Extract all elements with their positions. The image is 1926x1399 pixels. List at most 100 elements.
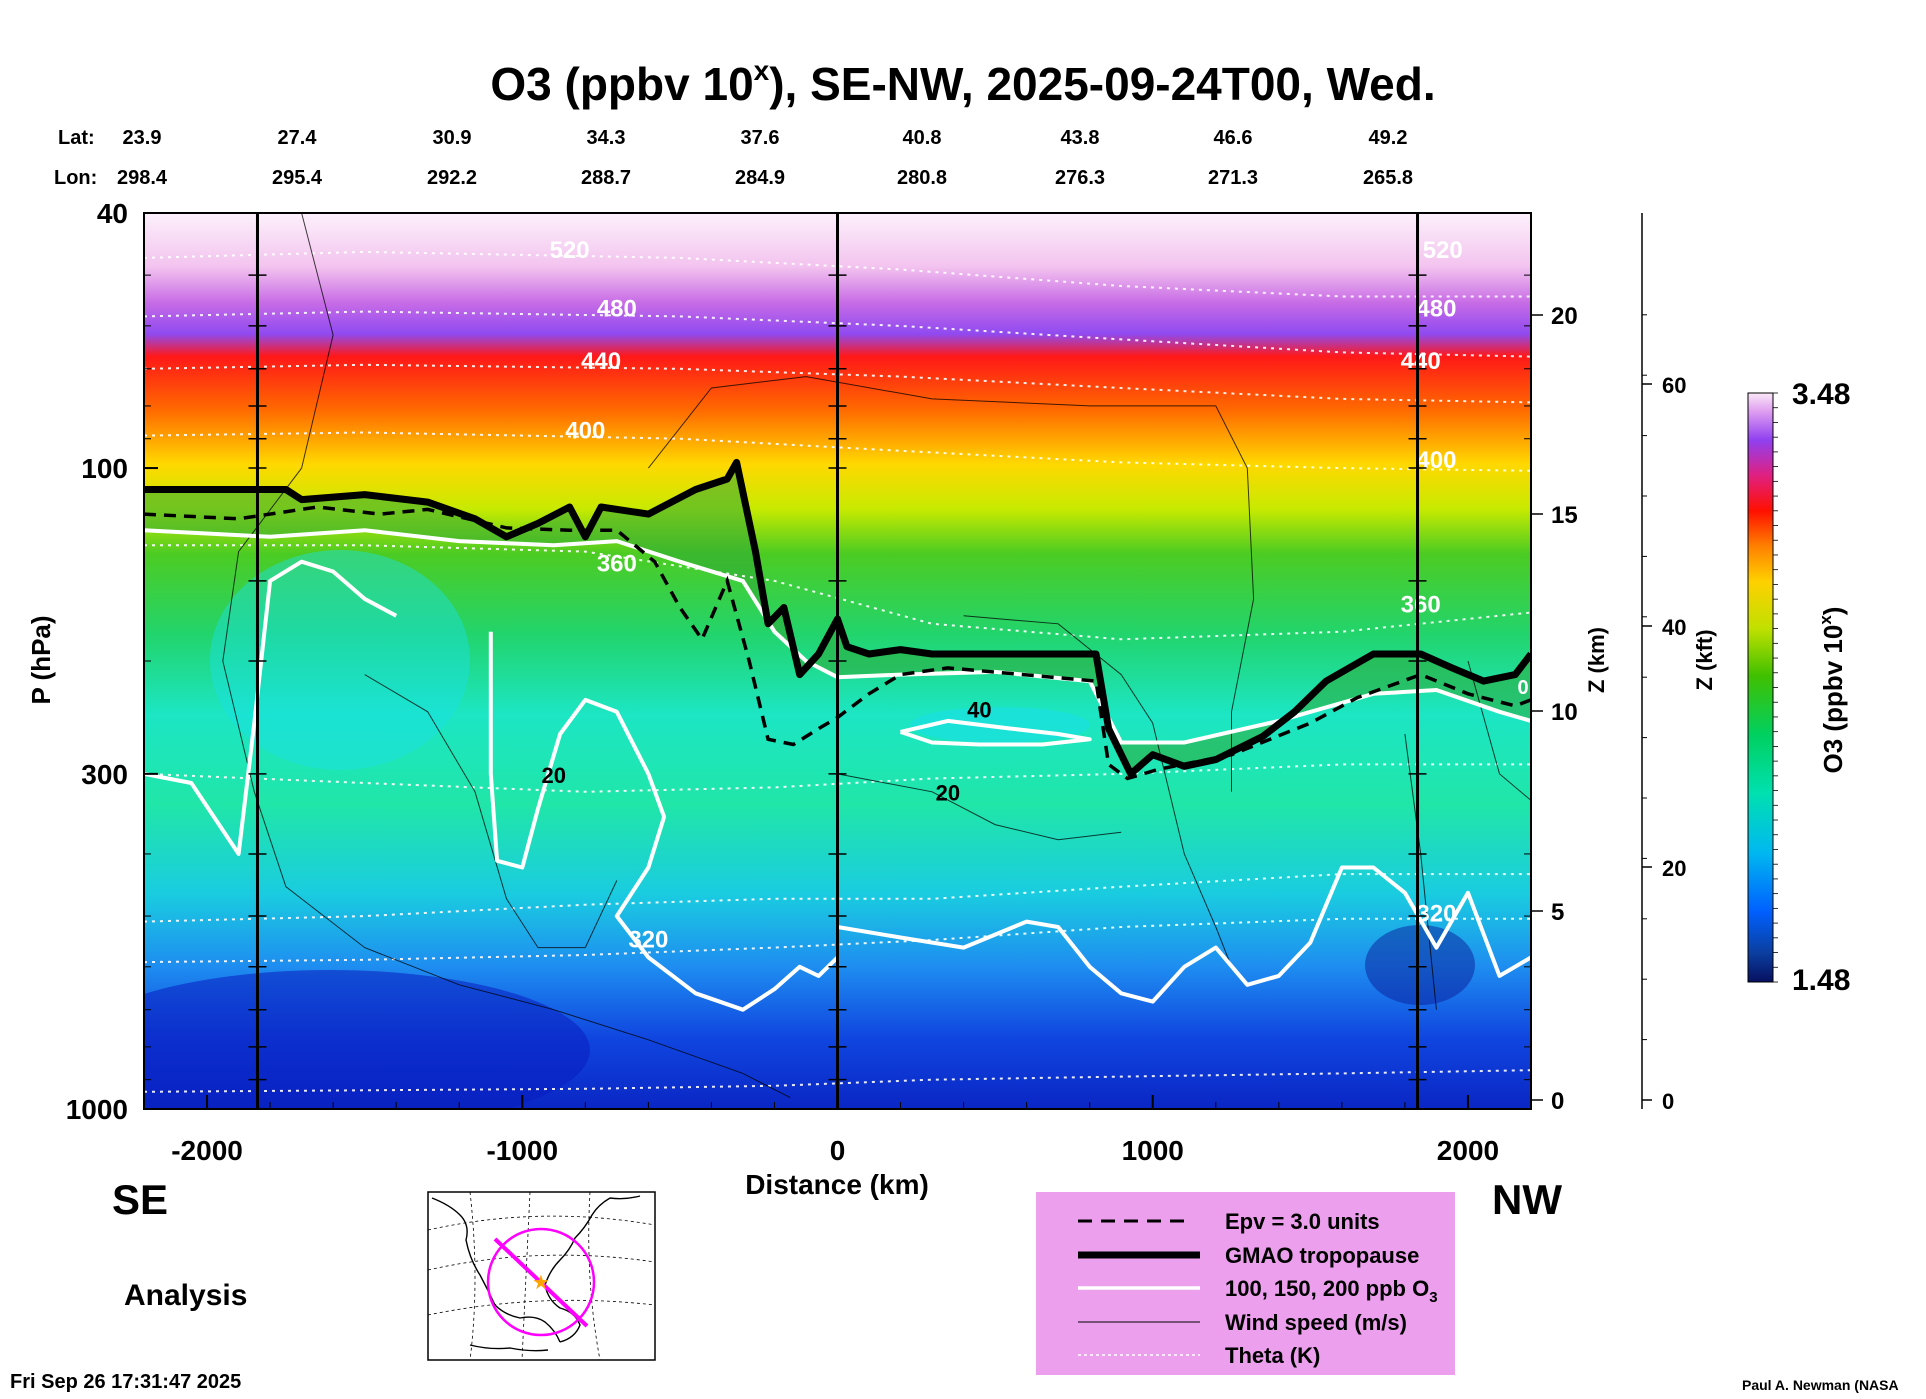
ozone-contour-2: [837, 865, 1531, 1004]
cyan-region-upper-left: [210, 550, 470, 770]
theta-contour-4: [144, 544, 1531, 641]
theta-label-8: 440: [1401, 348, 1441, 375]
legend-label-ozone: 100, 150, 200 ppb O3: [1225, 1276, 1438, 1306]
x-tick-label-3: 1000: [1122, 1135, 1184, 1166]
map-track-line: [493, 1237, 589, 1328]
x-tick-label-1: -1000: [486, 1135, 558, 1166]
direction-left-label: SE: [112, 1176, 168, 1223]
lat-value-5: 40.8: [903, 127, 942, 149]
lat-value-1: 27.4: [278, 127, 318, 149]
z-km-tick-label-0: 0: [1551, 1088, 1564, 1115]
lon-value-0: 298.4: [117, 167, 168, 189]
chart-title: O3 (ppbv 10x), SE-NW, 2025-09-24T00, Wed…: [490, 55, 1435, 110]
gmao-tropopause-line: [144, 458, 1531, 778]
ozone-contour-3: [899, 718, 1092, 747]
theta-label-partial: 0: [1518, 677, 1529, 699]
wind-contour-1: [364, 674, 618, 949]
x-tick-label-4: 2000: [1437, 1135, 1499, 1166]
lat-value-3: 34.3: [587, 127, 626, 149]
z-km-axis: 0 5 10 15 20: [1530, 213, 1578, 1115]
y-axis-title: P (hPa): [26, 615, 56, 704]
legend-label-tropopause: GMAO tropopause: [1225, 1243, 1419, 1268]
lat-value-4: 37.6: [741, 127, 780, 149]
theta-contour-8: [144, 1069, 1531, 1093]
y-tick-label-1: 100: [81, 453, 128, 484]
z-kft-tick-label-2: 40: [1662, 615, 1686, 640]
locator-map: ★: [427, 1191, 656, 1361]
colorbar-min-label: 1.48: [1792, 964, 1850, 997]
distance-axis: -2000 -1000 0 1000 2000: [143, 1095, 1532, 1166]
z-km-axis-title: Z (km): [1584, 627, 1609, 693]
y-tick-label-0: 40: [97, 198, 128, 229]
lon-value-1: 295.4: [272, 167, 323, 189]
z-kft-tick-label-0: 0: [1662, 1089, 1674, 1114]
lon-value-5: 280.8: [897, 167, 947, 189]
lat-value-7: 46.6: [1214, 127, 1253, 149]
wind-speed-contours: [222, 213, 1531, 1099]
lat-header-label: Lat:: [58, 127, 95, 149]
theta-label-11: 320: [1416, 901, 1456, 928]
wind-contour-2: [648, 376, 1255, 792]
lon-header-label: Lon:: [54, 167, 97, 189]
lat-lon-tick-labels: 23.9 298.4 27.4 295.4 30.9 292.2 34.3 288.7 37.6…: [117, 127, 1413, 189]
wind-contour-5: [1404, 733, 1437, 1010]
wind-label-1: 20: [936, 780, 960, 805]
wind-label-2: 40: [967, 697, 991, 722]
lat-value-8: 49.2: [1369, 127, 1408, 149]
z-kft-axis: 0 20 40 60: [1641, 213, 1686, 1114]
lon-value-8: 265.8: [1363, 167, 1413, 189]
theta-contour-6: [144, 873, 1531, 923]
epv-contour-line: [144, 505, 1531, 781]
theta-label-2: 440: [581, 348, 621, 375]
low-ozone-region-right: [1365, 925, 1475, 1005]
z-km-tick-label-1: 5: [1551, 899, 1564, 926]
legend: Epv = 3.0 units GMAO tropopause 100, 150…: [1036, 1192, 1455, 1375]
lat-value-2: 30.9: [433, 127, 472, 149]
x-tick-label-2: 0: [830, 1135, 846, 1166]
lon-value-3: 288.7: [581, 167, 631, 189]
theta-label-7: 480: [1416, 295, 1456, 322]
z-km-tick-label-3: 15: [1551, 502, 1578, 529]
legend-label-theta: Theta (K): [1225, 1343, 1320, 1368]
lat-value-6: 43.8: [1061, 127, 1100, 149]
theta-label-0: 520: [550, 237, 590, 264]
pressure-axis: 40 100 300 1000: [66, 198, 1531, 1125]
ozone-contour-0: [144, 559, 398, 856]
z-kft-tick-label-1: 20: [1662, 856, 1686, 881]
credit-label: Paul A. Newman (NASA: [1742, 1377, 1899, 1393]
colorbar-ticks: [1773, 392, 1778, 983]
colorbar: [1747, 392, 1774, 983]
lat-value-0: 23.9: [123, 127, 162, 149]
wind-contour-6: [1467, 660, 1531, 801]
z-kft-axis-title: Z (kft): [1692, 629, 1717, 690]
lon-value-4: 284.9: [735, 167, 785, 189]
map-center-star-icon: ★: [532, 1272, 550, 1294]
lon-value-2: 292.2: [427, 167, 477, 189]
z-km-tick-label-2: 10: [1551, 699, 1578, 726]
theta-label-6: 520: [1423, 237, 1463, 264]
timestamp-label: Fri Sep 26 17:31:47 2025: [10, 1371, 241, 1393]
low-ozone-region-left: [144, 970, 590, 1109]
theta-label-4: 360: [597, 550, 637, 577]
direction-right-label: NW: [1492, 1176, 1562, 1223]
y-tick-label-2: 300: [81, 759, 128, 790]
legend-label-epv: Epv = 3.0 units: [1225, 1209, 1380, 1234]
colorbar-title: O3 (ppbv 10x): [1816, 607, 1848, 774]
colorbar-max-label: 3.48: [1792, 378, 1850, 411]
theta-contour-labels: 520 480 440 400 360 320 520 480 440 400 360 320 0: [550, 237, 1529, 954]
plot-area: 520 480 440 400 360 320 520 480 440 400 360 320 0 20…: [144, 213, 1531, 1109]
y-tick-label-3: 1000: [66, 1094, 128, 1125]
theta-label-10: 360: [1401, 591, 1441, 618]
locator-map-frame: [427, 1191, 656, 1361]
theta-contour-7: [144, 917, 1531, 964]
wind-contour-labels: 20 20 40: [542, 697, 992, 805]
wind-label-0: 20: [542, 763, 566, 788]
theta-label-3: 400: [565, 418, 605, 445]
theta-contours: [144, 250, 1531, 1093]
theta-label-9: 400: [1416, 447, 1456, 474]
lon-value-6: 276.3: [1055, 167, 1105, 189]
x-axis-title: Distance (km): [745, 1169, 929, 1200]
map-track-circle: [486, 1227, 596, 1337]
ozone-contour-1: [488, 631, 839, 1012]
wind-contour-3: [963, 615, 1232, 967]
